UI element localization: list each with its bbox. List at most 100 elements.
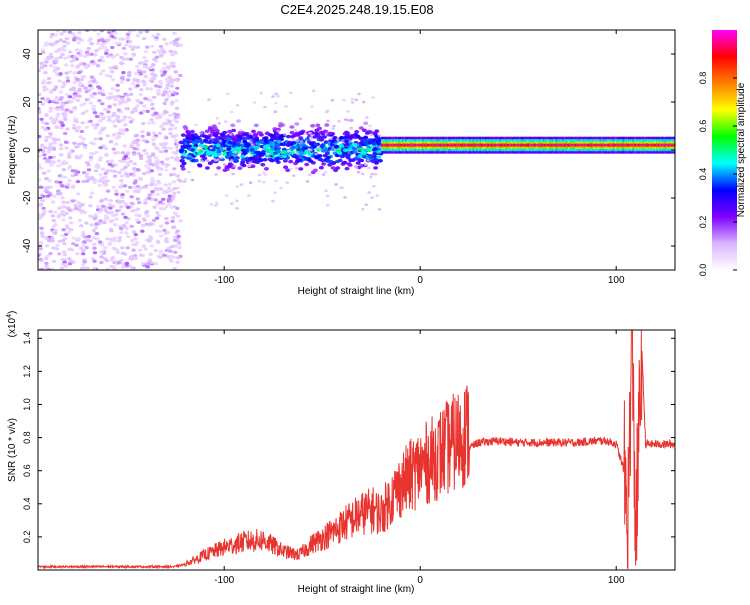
heat-cell [319,137,325,142]
heat-cell [44,135,49,139]
heat-cell [171,194,176,198]
heat-cell [544,144,547,147]
heat-cell [145,140,150,144]
y-tick-label: 1.2 [22,365,32,378]
heat-cell [55,114,60,118]
heat-cell [98,113,103,117]
heat-cell [575,144,578,147]
heat-cell [464,144,467,147]
heat-cell [258,158,264,163]
heat-cell [130,47,135,52]
heat-cell [44,261,49,265]
heat-cell [365,116,369,119]
heat-cell [103,171,109,175]
heat-cell [92,242,97,246]
heat-cell [49,117,55,121]
heat-cell [107,115,112,119]
heat-cell [59,32,64,36]
heat-cell [529,144,532,147]
heat-cell [89,93,94,97]
heat-cell [121,265,126,269]
heat-cell [57,79,62,83]
heat-cell [377,134,382,137]
heat-cell [160,47,165,51]
heat-cell [100,127,106,131]
heat-cell [91,108,97,112]
heat-cell [148,222,153,226]
heat-cell [92,236,97,240]
heat-cell [317,157,323,162]
heat-cell [76,236,82,241]
heat-cell [144,210,150,214]
heat-cell [57,191,62,195]
heat-cell [233,151,238,154]
heat-cell [216,158,220,161]
heat-cell [292,153,298,158]
heat-cell [465,144,468,147]
heat-cell [140,229,145,233]
heat-cell [122,160,127,164]
heat-cell [630,144,633,147]
heat-cell [41,212,46,216]
heat-cell [142,148,147,153]
heat-cell [117,239,122,243]
heat-cell [213,137,218,142]
heat-cell [72,107,77,111]
heat-cell [132,77,137,81]
heat-cell [110,87,116,91]
heat-cell [244,144,250,148]
heat-cell [129,224,134,228]
heat-cell [42,186,48,190]
heat-cell [482,144,485,147]
heat-cell [270,146,276,150]
heat-cell [492,144,495,147]
heat-cell [202,138,208,143]
heat-cell [335,159,340,164]
heat-cell [78,203,84,207]
heat-cell [181,153,187,157]
heat-cell [93,213,98,217]
snr-scale-close: ) [7,311,18,314]
heat-cell [155,211,160,215]
heat-cell [120,251,126,255]
colorbar-tick-label: 0.0 [698,264,708,277]
heat-cell [168,49,173,54]
heat-cell [622,144,625,147]
heat-cell [605,144,608,147]
heat-cell [38,242,43,246]
heat-cell [48,132,53,136]
heat-cell [84,125,90,129]
heat-cell [129,45,134,49]
heat-cell [274,149,280,154]
heat-cell [493,144,496,147]
heat-cell [62,44,67,48]
heat-cell [104,183,109,187]
heat-cell [169,41,174,45]
heat-cell [52,141,57,145]
heat-cell [61,160,67,164]
heat-cell [437,144,440,147]
heat-cell [124,231,129,235]
heat-cell [146,262,151,266]
heat-cell [138,253,144,257]
heat-cell [120,174,125,178]
heat-cell [92,251,98,255]
heat-cell [113,260,119,264]
heat-cell [428,144,431,147]
colorbar-label: Normalized spectral amplitude [736,82,747,217]
heat-cell [325,194,330,198]
heat-cell [97,179,103,183]
heat-cell [312,144,317,149]
heat-cell [224,165,230,169]
heat-cell [441,144,444,147]
heat-cell [88,101,94,105]
heat-cell [111,133,117,137]
heat-cell [118,110,124,114]
heat-cell [111,213,116,218]
heat-cell [113,31,118,35]
heat-cell [127,71,132,75]
heat-cell [227,140,233,145]
heat-cell [43,189,48,193]
heat-cell [262,157,268,162]
heat-cell [91,104,96,108]
